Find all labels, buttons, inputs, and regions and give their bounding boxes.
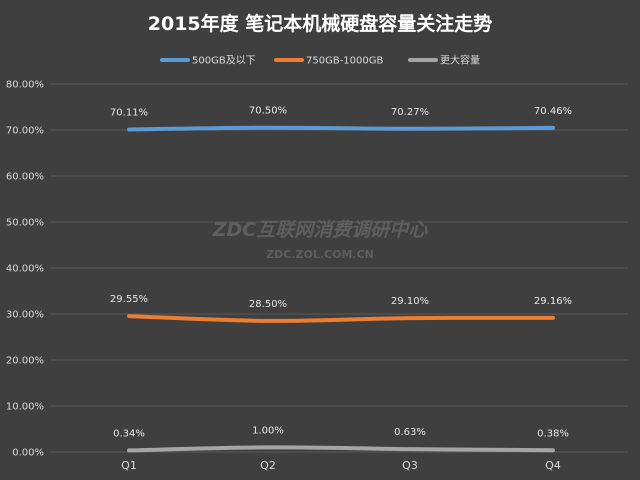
y-tick-label: 0.00% bbox=[12, 448, 44, 459]
watermark-title: ZDC互联网消费调研中心 bbox=[212, 219, 428, 241]
data-label: 29.55% bbox=[110, 294, 148, 305]
y-tick-label: 30.00% bbox=[6, 310, 44, 321]
data-label: 0.38% bbox=[537, 428, 569, 439]
data-label: 0.34% bbox=[113, 428, 145, 439]
legend-label: 更大容量 bbox=[440, 54, 480, 67]
data-labels: 70.11% 70.50% 70.27% 70.46% 29.55% 28.50% 29.1… bbox=[110, 106, 572, 440]
data-label: 29.16% bbox=[534, 296, 572, 307]
data-label: 29.10% bbox=[391, 296, 429, 307]
y-tick-label: 60.00% bbox=[6, 172, 44, 183]
data-label: 0.63% bbox=[394, 427, 426, 438]
legend-label: 750GB-1000GB bbox=[306, 56, 384, 67]
data-label: 1.00% bbox=[252, 425, 284, 436]
legend: 500GB及以下 750GB-1000GB 更大容量 bbox=[160, 54, 480, 67]
x-tick-label: Q4 bbox=[545, 459, 561, 472]
y-tick-label: 50.00% bbox=[6, 218, 44, 229]
x-tick-label: Q1 bbox=[121, 459, 137, 472]
y-tick-label: 40.00% bbox=[6, 264, 44, 275]
series-line bbox=[127, 314, 555, 323]
data-label: 70.46% bbox=[534, 106, 572, 117]
gridlines bbox=[50, 83, 628, 453]
x-axis: Q1 Q2 Q3 Q4 bbox=[121, 459, 561, 472]
y-tick-label: 80.00% bbox=[6, 80, 44, 91]
watermark: ZDC互联网消费调研中心 ZDC.ZOL.COM.CN bbox=[212, 219, 428, 261]
x-tick-label: Q3 bbox=[402, 459, 418, 472]
y-tick-label: 70.00% bbox=[6, 126, 44, 137]
data-label: 70.11% bbox=[110, 107, 148, 118]
series-line bbox=[127, 445, 555, 453]
legend-label: 500GB及以下 bbox=[192, 55, 256, 67]
data-label: 28.50% bbox=[249, 299, 287, 310]
y-tick-label: 20.00% bbox=[6, 356, 44, 367]
series-lines bbox=[127, 125, 555, 453]
chart-title: 2015年度 笔记本机械硬盘容量关注走势 bbox=[148, 12, 493, 35]
y-tick-label: 10.00% bbox=[6, 402, 44, 413]
series-line bbox=[127, 125, 555, 132]
y-axis: 0.00% 10.00% 20.00% 30.00% 40.00% 50.00% 60.00… bbox=[6, 80, 44, 459]
x-tick-label: Q2 bbox=[260, 459, 276, 472]
watermark-url: ZDC.ZOL.COM.CN bbox=[266, 248, 374, 261]
data-label: 70.27% bbox=[391, 107, 429, 118]
data-label: 70.50% bbox=[249, 106, 287, 117]
